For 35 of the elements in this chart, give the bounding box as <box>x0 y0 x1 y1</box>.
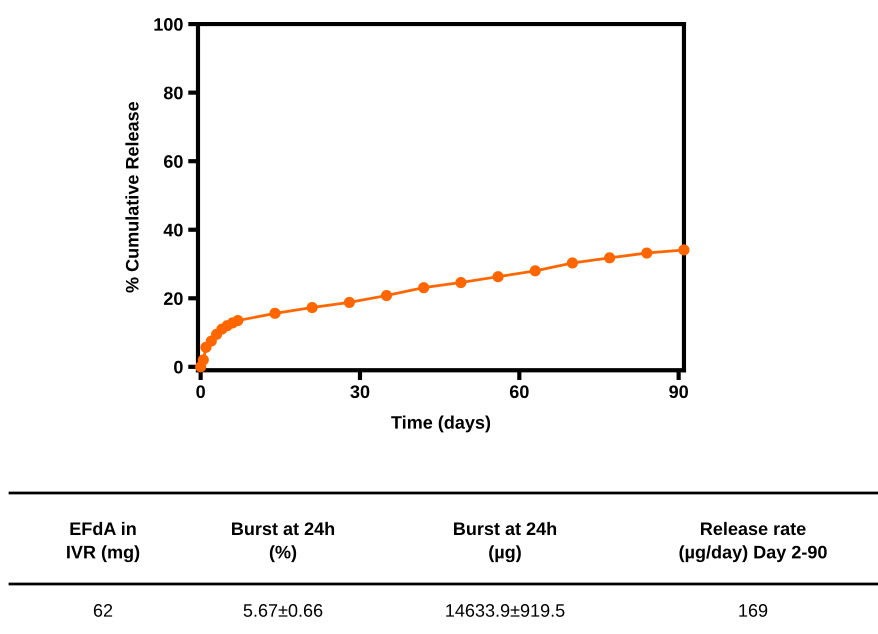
y-tick-label: 0 <box>174 360 183 374</box>
x-axis-title: Time (days) <box>391 416 490 432</box>
x-tick-label: 30 <box>350 385 370 398</box>
y-tick-label: 20 <box>164 292 183 305</box>
point <box>380 290 392 302</box>
point <box>455 276 466 288</box>
y-axis-title: % Cumulative Release <box>125 102 139 293</box>
text: 14633.9±919.5 <box>446 604 564 617</box>
point <box>641 247 652 259</box>
point <box>269 308 281 319</box>
text: 62 <box>94 604 112 617</box>
point <box>566 257 578 269</box>
point <box>418 282 430 294</box>
point <box>678 244 690 256</box>
y-tick-label: 60 <box>164 155 183 168</box>
point <box>232 315 244 326</box>
point <box>492 271 504 282</box>
text: Burst at 24h (µg) <box>454 522 556 562</box>
text: 169 <box>739 604 768 617</box>
text: Release rate (µg/day) Day 2-90 <box>679 522 827 562</box>
x-tick-label: 0 <box>196 385 205 398</box>
text: EFdA in IVR (mg) <box>67 522 140 562</box>
y-tick-label: 100 <box>154 18 183 31</box>
y-tick-label: 40 <box>164 224 183 236</box>
x-tick-label: 60 <box>510 385 529 398</box>
y-tick-label: 80 <box>164 86 183 100</box>
x-tick-label: 90 <box>669 385 688 398</box>
point <box>530 265 541 276</box>
text: 5.67±0.66 <box>244 604 322 617</box>
point <box>306 302 318 314</box>
point <box>344 296 355 308</box>
point <box>198 354 209 366</box>
point <box>604 252 616 264</box>
text: Burst at 24h (%) <box>232 522 334 562</box>
point <box>206 336 217 347</box>
